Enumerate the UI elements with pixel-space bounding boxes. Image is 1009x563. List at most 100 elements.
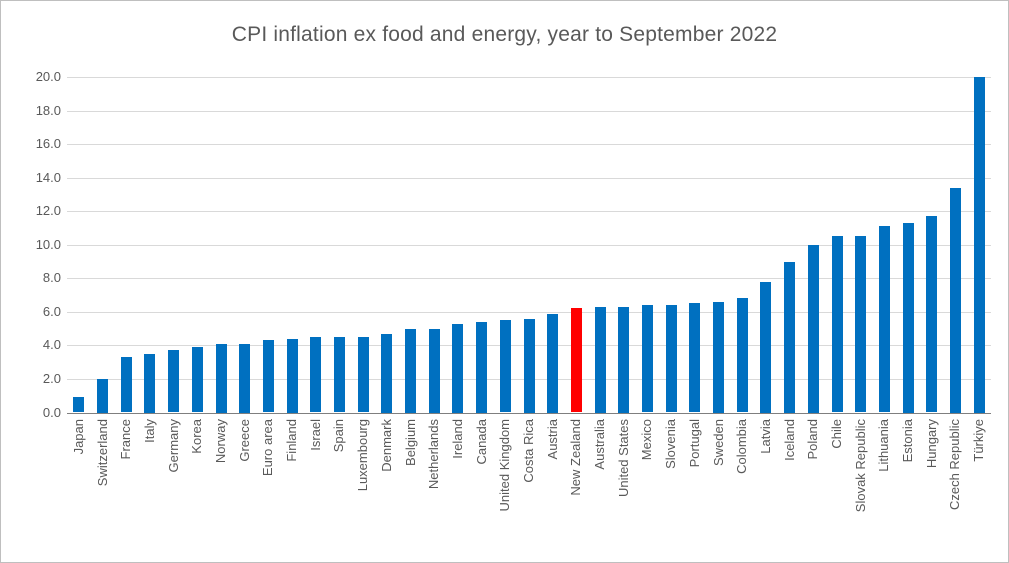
bar-slovenia bbox=[666, 305, 677, 412]
x-tick-label-france: France bbox=[118, 419, 133, 460]
x-tick-label-belgium: Belgium bbox=[403, 419, 418, 466]
bar-japan bbox=[73, 397, 84, 412]
bar-austria bbox=[547, 314, 558, 413]
y-tick-label: 14.0 bbox=[35, 170, 61, 185]
gridline bbox=[67, 77, 991, 78]
bar-germany bbox=[168, 350, 179, 412]
bar-ireland bbox=[452, 324, 463, 413]
x-tick-label-united-kingdom: United Kingdom bbox=[497, 419, 512, 512]
gridline bbox=[67, 245, 991, 246]
y-tick-label: 4.0 bbox=[42, 337, 61, 352]
x-tick-label-estonia: Estonia bbox=[900, 419, 915, 463]
bar-sweden bbox=[713, 302, 724, 413]
bar-norway bbox=[216, 344, 227, 413]
bar-netherlands bbox=[429, 329, 440, 413]
y-tick-label: 6.0 bbox=[42, 304, 61, 319]
gridline bbox=[67, 211, 991, 212]
x-tick-label-colombia: Colombia bbox=[734, 419, 749, 474]
bar-australia bbox=[595, 307, 606, 413]
gridline bbox=[67, 178, 991, 179]
bar-chile bbox=[832, 236, 843, 412]
bar-italy bbox=[144, 354, 155, 413]
x-tick-label-israel: Israel bbox=[308, 419, 323, 451]
x-tick-label-germany: Germany bbox=[166, 419, 181, 473]
x-tick-label-slovak-republic: Slovak Republic bbox=[853, 419, 868, 513]
x-tick-label-portugal: Portugal bbox=[687, 419, 702, 468]
x-tick-label-mexico: Mexico bbox=[639, 419, 654, 461]
x-tick-label-greece: Greece bbox=[237, 419, 252, 462]
x-tick-label-costa-rica: Costa Rica bbox=[521, 419, 536, 483]
x-tick-label-hungary: Hungary bbox=[924, 419, 939, 469]
bar-spain bbox=[334, 337, 345, 412]
x-tick-label-czech-republic: Czech Republic bbox=[947, 419, 962, 511]
x-tick-label-poland: Poland bbox=[805, 419, 820, 460]
bar-luxembourg bbox=[358, 337, 369, 412]
bar-latvia bbox=[760, 282, 771, 413]
bar-poland bbox=[808, 245, 819, 413]
bar-costa-rica bbox=[524, 319, 535, 413]
x-tick-label-new-zealand: New Zealand bbox=[568, 419, 583, 496]
x-tick-label-canada: Canada bbox=[474, 419, 489, 465]
gridline bbox=[67, 312, 991, 313]
bar-hungary bbox=[926, 216, 937, 412]
x-tick-label-italy: Italy bbox=[142, 419, 157, 443]
bar-estonia bbox=[903, 223, 914, 413]
bar-israel bbox=[310, 337, 321, 412]
x-tick-label-turkiye: Türkiye bbox=[971, 419, 986, 462]
bar-korea bbox=[192, 347, 203, 412]
y-tick-label: 12.0 bbox=[35, 203, 61, 218]
y-tick-label: 20.0 bbox=[35, 69, 61, 84]
x-tick-label-austria: Austria bbox=[545, 419, 560, 460]
x-tick-label-slovenia: Slovenia bbox=[663, 419, 678, 469]
chart-title: CPI inflation ex food and energy, year t… bbox=[231, 23, 778, 46]
gridline bbox=[67, 111, 991, 112]
x-tick-label-iceland: Iceland bbox=[782, 419, 797, 461]
bar-colombia bbox=[737, 298, 748, 412]
x-tick-label-chile: Chile bbox=[829, 419, 844, 449]
y-tick-label: 0.0 bbox=[42, 405, 61, 420]
x-tick-label-australia: Australia bbox=[592, 419, 607, 470]
x-tick-label-ireland: Ireland bbox=[450, 419, 465, 459]
bar-portugal bbox=[689, 303, 700, 412]
x-tick-label-netherlands: Netherlands bbox=[426, 419, 441, 490]
gridline bbox=[67, 278, 991, 279]
y-tick-label: 16.0 bbox=[35, 136, 61, 151]
x-tick-label-spain: Spain bbox=[331, 419, 346, 453]
bar-new-zealand bbox=[571, 308, 582, 412]
x-tick-label-switzerland: Switzerland bbox=[95, 419, 110, 487]
bar-denmark bbox=[381, 334, 392, 413]
bar-euro-area bbox=[263, 340, 274, 412]
x-axis-line bbox=[67, 413, 991, 414]
bar-canada bbox=[476, 322, 487, 413]
x-tick-label-lithuania: Lithuania bbox=[876, 419, 891, 472]
bar-finland bbox=[287, 339, 298, 413]
bar-czech-republic bbox=[950, 188, 961, 413]
bar-iceland bbox=[784, 262, 795, 413]
bar-france bbox=[121, 357, 132, 412]
y-tick-label: 2.0 bbox=[42, 371, 61, 386]
bar-turkiye bbox=[974, 77, 985, 413]
x-tick-label-luxembourg: Luxembourg bbox=[355, 419, 370, 492]
bar-greece bbox=[239, 344, 250, 413]
bar-belgium bbox=[405, 329, 416, 413]
y-tick-label: 10.0 bbox=[35, 237, 61, 252]
bar-united-kingdom bbox=[500, 320, 511, 412]
bar-slovak-republic bbox=[855, 236, 866, 412]
y-tick-label: 8.0 bbox=[42, 270, 61, 285]
x-tick-label-euro-area: Euro area bbox=[260, 419, 275, 477]
x-tick-label-sweden: Sweden bbox=[711, 419, 726, 466]
x-tick-label-japan: Japan bbox=[71, 419, 86, 455]
bar-mexico bbox=[642, 305, 653, 412]
x-tick-label-korea: Korea bbox=[189, 419, 204, 454]
gridline bbox=[67, 144, 991, 145]
bar-united-states bbox=[618, 307, 629, 413]
x-tick-label-united-states: United States bbox=[616, 419, 631, 498]
bar-switzerland bbox=[97, 379, 108, 413]
y-tick-label: 18.0 bbox=[35, 103, 61, 118]
x-tick-label-norway: Norway bbox=[213, 419, 228, 464]
x-tick-label-latvia: Latvia bbox=[758, 419, 773, 454]
x-tick-label-finland: Finland bbox=[284, 419, 299, 462]
x-tick-label-denmark: Denmark bbox=[379, 419, 394, 472]
bar-lithuania bbox=[879, 226, 890, 412]
